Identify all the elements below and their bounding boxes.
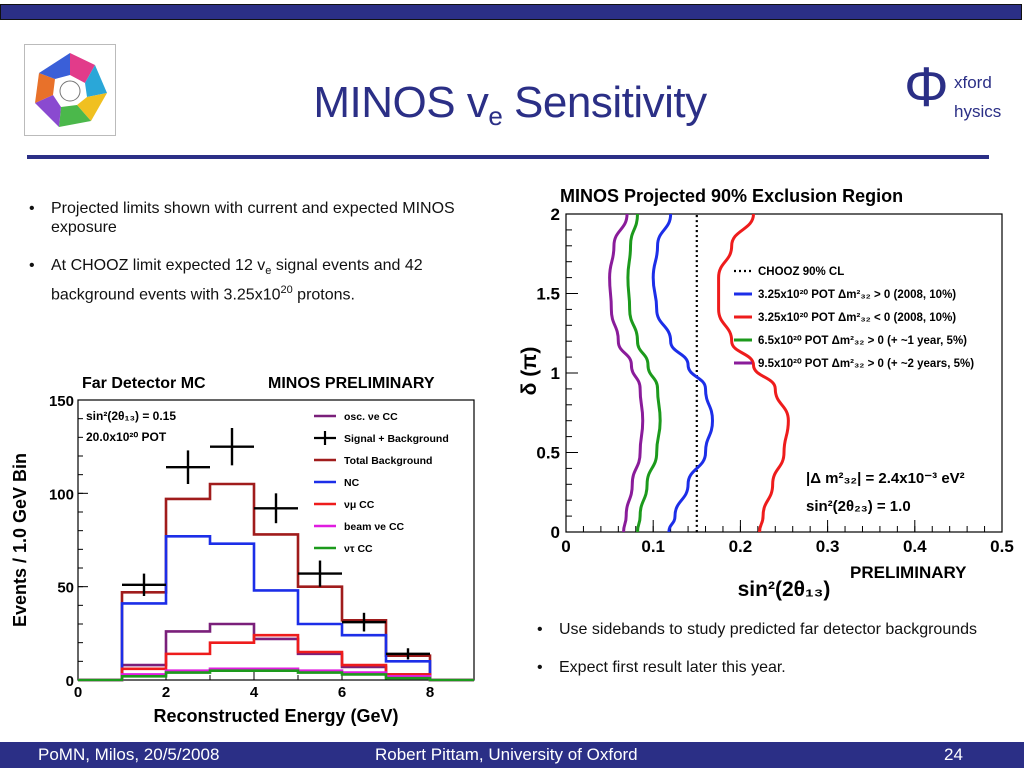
excl-legend-label: CHOOZ 90% CL [758, 266, 844, 278]
excl-legend-label: 3.25x10²⁰ POT Δm²₃₂ < 0 (2008, 10%) [758, 311, 956, 324]
hist-y-tick-label: 150 [49, 393, 74, 410]
bullets-top: Projected limits shown with current and … [22, 199, 502, 324]
hist-series-line [78, 534, 474, 682]
hist-subtitle: MINOS PRELIMINARY [268, 375, 435, 392]
excl-x-tick-label: 0.5 [990, 537, 1014, 556]
hist-frame [77, 399, 475, 681]
excl-x-tick-label: 0.1 [641, 537, 665, 556]
hist-x-tick-label: 2 [162, 684, 170, 701]
hist-legend-label: osc. νe CC [344, 411, 398, 423]
logo-phi: Φ [904, 58, 949, 118]
title-main: MINOS v [313, 78, 489, 127]
hist-y-tick-label: 0 [66, 673, 74, 690]
hist-legend-label: beam νe CC [344, 521, 405, 533]
excl-y-label: δ (π) [518, 347, 541, 396]
hist-x-tick-label: 6 [338, 684, 346, 701]
minos-logo [24, 44, 116, 136]
excl-series-line [651, 213, 714, 533]
hist-x-label: Reconstructed Energy (GeV) [153, 706, 398, 726]
bullets-bottom: Use sidebands to study predicted far det… [530, 620, 1010, 696]
hist-series-line [78, 667, 474, 682]
excl-title: MINOS Projected 90% Exclusion Region [560, 186, 903, 206]
excl-x-tick-label: 0.3 [816, 537, 840, 556]
excl-y-tick-label: 1 [551, 364, 560, 383]
excl-series-line [626, 213, 662, 533]
excl-annotation-2: sin²(2θ₂₃) = 1.0 [806, 498, 911, 515]
footer-page-number: 24 [944, 745, 963, 764]
hist-y-label: Events / 1.0 GeV Bin [10, 453, 30, 627]
hist-annotation-2: 20.0x10²⁰ POT [86, 430, 167, 444]
excl-y-tick-label: 1.5 [536, 285, 560, 304]
footer-author: Robert Pittam, University of Oxford [375, 745, 638, 764]
excl-series-line [608, 213, 645, 533]
excl-series-line [717, 213, 790, 533]
hist-legend-label: ντ CC [344, 543, 373, 555]
excl-x-tick-label: 0.4 [903, 537, 927, 556]
hist-series-line [78, 669, 474, 682]
top-bar [0, 0, 1024, 26]
oxford-physics-logo-graphic: Φ xford hysics [904, 55, 1001, 121]
hist-y-tick-label: 100 [49, 486, 74, 503]
excl-x-tick-label: 0 [561, 537, 570, 556]
logo-line1: xford [954, 73, 992, 92]
title-rest: Sensitivity [502, 78, 707, 127]
hist-x-tick-label: 8 [426, 684, 434, 701]
top-bar-stripe [0, 4, 1022, 20]
far-detector-histogram: Far Detector MC MINOS PRELIMINARY 0 50 100 15… [10, 375, 475, 726]
bullet-sidebands: Use sidebands to study predicted far det… [530, 620, 1010, 639]
hist-legend-label: NC [344, 477, 360, 489]
footer: PoMN, Milos, 20/5/2008 Robert Pittam, Un… [0, 742, 1024, 768]
title-divider [27, 155, 989, 159]
bullet-chooz-limit: At CHOOZ limit expected 12 ve signal eve… [22, 256, 502, 305]
bullet-first-result: Expect first result later this year. [530, 658, 1010, 677]
excl-x-label: sin²(2θ₁₃) [738, 578, 831, 601]
hist-x-tick-label: 0 [74, 684, 82, 701]
exclusion-region-chart: MINOS Projected 90% Exclusion Region 0 0.5… [518, 186, 1014, 601]
hist-series-line [78, 482, 474, 682]
title-subscript: e [488, 101, 503, 131]
excl-y-tick-label: 0 [551, 523, 560, 542]
hist-annotation-1: sin²(2θ₁₃) = 0.15 [86, 409, 176, 423]
excl-y-tick-label: 0.5 [536, 444, 560, 463]
bullet-projected-limits: Projected limits shown with current and … [22, 199, 502, 237]
oxford-physics-logo: Φ xford hysics [904, 55, 1004, 128]
hist-legend-label: Total Background [344, 455, 432, 467]
excl-corner-label: PRELIMINARY [850, 563, 967, 582]
slide-title: MINOS ve Sensitivity [250, 78, 770, 132]
hist-y-tick-label: 50 [57, 580, 74, 597]
hist-legend-label: Signal + Background [344, 433, 449, 445]
excl-x-tick-label: 0.2 [729, 537, 753, 556]
excl-y-tick-label: 2 [551, 205, 560, 224]
minos-logo-graphic [35, 53, 107, 127]
hist-title: Far Detector MC [82, 375, 206, 392]
hist-legend-label: νμ CC [344, 499, 375, 511]
excl-legend-label: 6.5x10²⁰ POT Δm²₃₂ > 0 (+ ~1 year, 5%) [758, 334, 967, 347]
logo-line2: hysics [954, 102, 1001, 121]
footer-conference: PoMN, Milos, 20/5/2008 [38, 745, 220, 764]
hist-series-line [78, 633, 474, 682]
excl-legend-label: 3.25x10²⁰ POT Δm²₃₂ > 0 (2008, 10%) [758, 288, 956, 301]
excl-annotation-1: |Δ m²₃₂| = 2.4x10⁻³ eV² [806, 470, 965, 487]
excl-legend-label: 9.5x10²⁰ POT Δm²₃₂ > 0 (+ ~2 years, 5%) [758, 357, 974, 370]
hist-x-tick-label: 4 [250, 684, 259, 701]
